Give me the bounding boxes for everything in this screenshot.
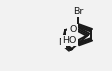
Text: O: O [69,25,77,34]
Text: N: N [68,26,75,35]
Text: HO: HO [62,36,77,45]
Text: N: N [58,38,65,47]
Text: Br: Br [73,7,83,16]
